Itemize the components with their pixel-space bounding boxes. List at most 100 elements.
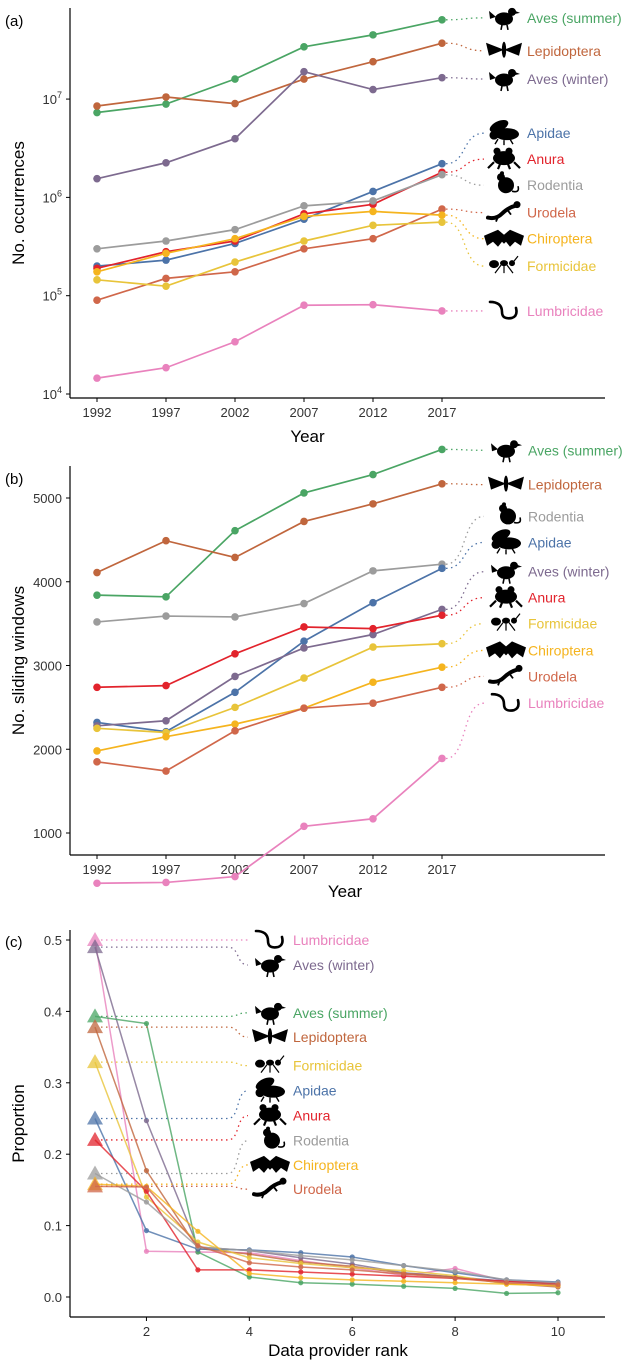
y-tick-label: 106 (43, 188, 62, 205)
data-point (231, 688, 239, 697)
moth-wing (486, 42, 504, 56)
series-line (96, 448, 443, 598)
label-connector (445, 174, 485, 186)
x-tick-label: 2017 (428, 405, 457, 420)
rank1-triangle (87, 1178, 103, 1193)
data-point (298, 1280, 304, 1286)
x-tick-label: 2 (143, 1324, 150, 1339)
bird-body (497, 566, 515, 580)
series-line (96, 221, 443, 288)
series-line (96, 563, 443, 623)
data-point (503, 1280, 510, 1286)
data-point (503, 1290, 510, 1297)
rank1-triangle (87, 939, 103, 954)
data-point (162, 274, 170, 283)
frog-icon (489, 586, 523, 609)
y-tick-label: 3000 (33, 659, 62, 674)
frog-legs (489, 599, 523, 609)
data-point (369, 630, 377, 639)
data-point (438, 445, 446, 454)
rodent-head (263, 1128, 271, 1137)
data-point (231, 225, 239, 234)
data-point (452, 1285, 458, 1292)
data-point (246, 1270, 252, 1277)
series-label: Chiroptera (527, 231, 593, 247)
data-point (452, 1275, 458, 1282)
label-connector (445, 77, 485, 80)
data-point (300, 637, 308, 646)
data-point (143, 1118, 150, 1124)
data-point (555, 1282, 561, 1288)
data-point (162, 536, 170, 545)
data-point (231, 649, 239, 658)
y-axis-title: No. sliding windows (9, 586, 28, 735)
series-line (96, 173, 443, 250)
bird-beak (515, 10, 520, 14)
salamander-head (513, 201, 521, 209)
ant-icon (491, 613, 521, 631)
data-point (438, 39, 446, 48)
label-connector (101, 1185, 249, 1190)
data-point (300, 202, 308, 210)
data-point (246, 1274, 252, 1280)
x-axis-title: Year (328, 882, 363, 901)
bat-icon (250, 1155, 290, 1173)
frog-eye (495, 586, 503, 594)
series-label: Urodela (293, 1181, 342, 1197)
label-connector (445, 208, 485, 214)
data-point (300, 704, 308, 713)
data-point (452, 1268, 458, 1274)
worm-icon (254, 929, 284, 949)
bird-beak (281, 957, 286, 961)
moth-wing (504, 42, 522, 56)
data-point (438, 564, 446, 573)
bird-tail (491, 564, 498, 573)
data-point (369, 234, 377, 243)
data-point (93, 244, 101, 253)
data-point (369, 500, 377, 508)
ant-legs (260, 1055, 285, 1074)
series-line (96, 70, 443, 180)
data-point (246, 1255, 252, 1261)
bird-head (508, 69, 516, 78)
data-point (438, 605, 446, 614)
data-point (231, 672, 239, 681)
ant-thorax (266, 1059, 274, 1066)
series-line (96, 208, 443, 302)
data-point (369, 624, 377, 633)
frog-eye (259, 1104, 267, 1112)
series-line (96, 42, 443, 107)
data-point (143, 1194, 150, 1200)
data-point (246, 1260, 252, 1266)
moth-body (501, 41, 507, 58)
data-point (93, 724, 101, 733)
bat-silhouette (484, 229, 524, 247)
moth-wing (506, 476, 524, 490)
rodent-body (500, 508, 516, 525)
ant-icon (489, 255, 519, 274)
bee-icon (491, 529, 521, 555)
worm-body (254, 929, 284, 949)
salamander-body (488, 667, 520, 684)
salamander-icon (488, 664, 523, 686)
series-line (94, 1183, 559, 1287)
data-point (162, 363, 170, 372)
series-label: Anura (528, 590, 566, 606)
frog-body (495, 589, 517, 604)
y-tick-label: 1000 (33, 826, 62, 841)
series-label: Formicidae (528, 616, 597, 632)
series-label: Aves (summer) (293, 1005, 388, 1021)
data-point (162, 716, 170, 725)
series-label: Aves (winter) (293, 957, 374, 973)
data-point (231, 613, 239, 621)
rodent-ear (266, 1126, 270, 1131)
series-label: Aves (winter) (527, 71, 608, 87)
bird-tail (489, 10, 496, 19)
bee-legs (260, 1096, 280, 1103)
y-tick-label: 2000 (33, 742, 62, 757)
data-point (93, 591, 101, 599)
label-connector (445, 42, 485, 52)
data-point (369, 85, 377, 94)
worm-icon (490, 692, 520, 712)
salamander-head (515, 664, 523, 672)
